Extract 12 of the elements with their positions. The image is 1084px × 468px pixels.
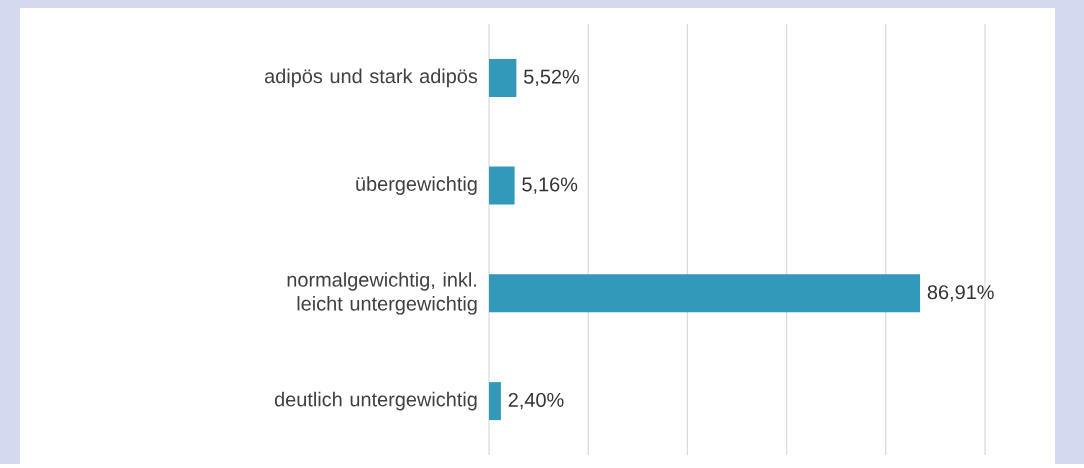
bar	[489, 166, 515, 205]
y-tick-label: adipös und stark adipös	[264, 68, 478, 87]
y-tick-label: deutlich untergewichtig	[274, 391, 477, 411]
bar	[489, 381, 501, 420]
bar	[489, 58, 517, 97]
data-label: 5,52%	[524, 69, 579, 86]
data-label: 2,40%	[508, 392, 564, 410]
y-tick-label: übergewichtig	[356, 176, 477, 195]
y-tick-label: normalgewichtig, inkl. leicht untergewichtig	[287, 271, 477, 315]
data-label: 5,16%	[522, 177, 578, 194]
data-label: 86,91%	[927, 284, 994, 302]
bar	[489, 274, 921, 313]
